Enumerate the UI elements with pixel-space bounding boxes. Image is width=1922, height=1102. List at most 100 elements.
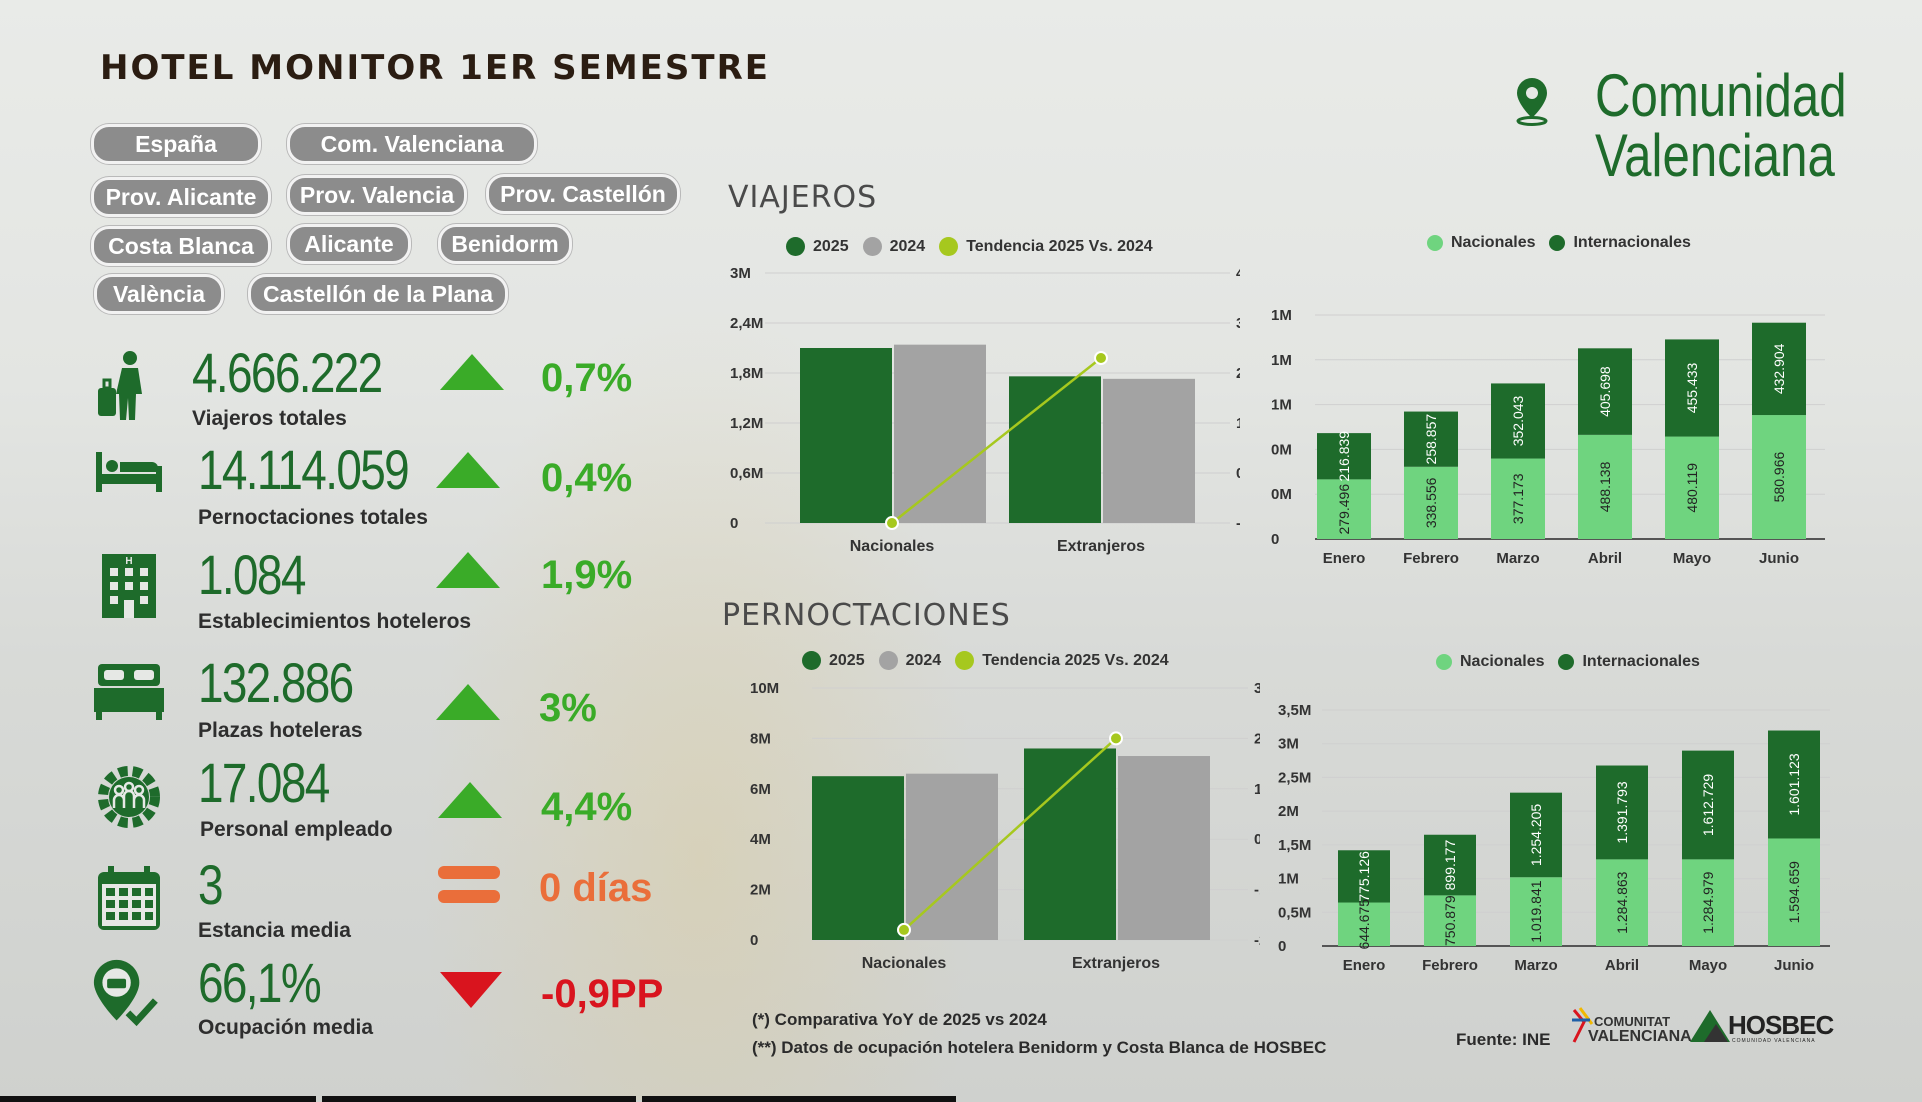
y2-tick-label: 2 xyxy=(1254,730,1260,747)
y-tick-label: 2M xyxy=(1278,803,1299,820)
y-tick-label: 1M xyxy=(1271,397,1292,414)
legend-label-2025: 2025 xyxy=(829,651,865,669)
y2-tick-label: 1 xyxy=(1236,415,1240,432)
trend-up-arrow xyxy=(438,782,502,818)
filter-espana[interactable]: España xyxy=(91,124,261,164)
legend-dot-nacionales xyxy=(1436,654,1452,670)
bar-internacionales xyxy=(1404,411,1458,467)
page-title: HOTEL MONITOR 1ER SEMESTRE xyxy=(100,48,770,88)
filter-prov-castellon[interactable]: Prov. Castellón xyxy=(486,174,680,214)
legend-viajeros-monthly: Nacionales Internacionales xyxy=(1413,234,1691,252)
x-tick-label: Extranjeros xyxy=(1072,955,1160,972)
hosbec-wordmark: HOSBEC xyxy=(1728,1010,1834,1040)
legend-dot-internacionales xyxy=(1558,654,1575,670)
y2-tick-label: 3 xyxy=(1254,680,1260,697)
data-label-internacionales: 352.043 xyxy=(1510,395,1526,446)
bar-nacionales xyxy=(1317,479,1371,539)
x-tick-label: Abril xyxy=(1588,550,1622,567)
bar-nacionales xyxy=(1596,859,1648,946)
data-label-nacionales: 279.496 xyxy=(1336,484,1352,535)
hosbec-logo: HOSBEC COMUNIDAD VALENCIANA xyxy=(1690,1006,1834,1050)
double-bed-icon xyxy=(94,664,164,720)
y-tick-label: 1M xyxy=(1278,871,1299,888)
x-tick-label: Marzo xyxy=(1514,957,1557,974)
bottom-tab-3[interactable] xyxy=(642,1096,956,1102)
y-tick-label: 0 xyxy=(1271,531,1279,548)
data-label-internacionales: 216.839 xyxy=(1336,431,1352,482)
logo1-line2: VALENCIANA xyxy=(1588,1028,1692,1045)
bar-nacionales xyxy=(1424,895,1476,946)
legend-label-2024: 2024 xyxy=(905,651,942,669)
data-label-nacionales: 338.556 xyxy=(1423,477,1439,528)
kpi-estancia-value: 3 xyxy=(198,853,224,916)
y-tick-label: 1M xyxy=(1271,352,1292,369)
bar-internacionales xyxy=(1578,348,1632,435)
footnote-yoy: (*) Comparativa YoY de 2025 vs 2024 xyxy=(752,1010,1047,1029)
comunitat-valenciana-logo: COMUNITAT VALENCIANA xyxy=(1570,1006,1692,1050)
kpi-plazas-change: 3% xyxy=(539,686,597,730)
data-label-nacionales: 750.879 xyxy=(1442,895,1458,946)
filter-prov-valencia[interactable]: Prov. Valencia xyxy=(287,175,467,215)
y-tick-label: 10M xyxy=(750,680,779,697)
y2-tick-label: 2 xyxy=(1236,365,1240,382)
bar-internacionales xyxy=(1317,433,1371,480)
kpi-ocupacion-label: Ocupación media xyxy=(198,1016,374,1039)
data-label-internacionales: 432.904 xyxy=(1771,343,1787,394)
y-tick-label: 1,8M xyxy=(730,365,763,382)
traveler-icon xyxy=(98,351,142,420)
bar-internacionales xyxy=(1596,765,1648,860)
y-tick-label: 6M xyxy=(750,781,771,798)
y-tick-label: 0 xyxy=(750,932,758,949)
data-label-internacionales: 1.254.205 xyxy=(1528,804,1544,866)
legend-dot-trend xyxy=(939,237,959,256)
data-label-nacionales: 377.173 xyxy=(1510,473,1526,524)
legend-pernoctaciones-monthly: Nacionales Internacionales xyxy=(1422,653,1700,671)
chart-viajeros-yoy: 0 -1 0,6M 0 1,2M 1 1,8M 2 2,4M 3 3M 4 Nacionales Extr… xyxy=(730,265,1240,555)
filter-com-valenciana[interactable]: Com. Valenciana xyxy=(287,124,537,164)
data-label-internacionales: 405.698 xyxy=(1597,366,1613,417)
legend-dot-nacionales xyxy=(1427,235,1443,251)
bottom-tab-2[interactable] xyxy=(322,1096,636,1102)
bar-2024 xyxy=(906,773,998,940)
y-tick-label: 3M xyxy=(730,265,751,282)
bed-icon xyxy=(96,452,162,492)
filter-benidorm[interactable]: Benidorm xyxy=(438,224,572,264)
x-tick-label: Nacionales xyxy=(862,955,947,972)
data-label-internacionales: 455.433 xyxy=(1684,362,1700,413)
legend-pernoctaciones-yoy: 2025 2024 Tendencia 2025 Vs. 2024 xyxy=(788,651,1169,670)
filter-costa-blanca[interactable]: Costa Blanca xyxy=(91,226,271,266)
filter-valencia[interactable]: València xyxy=(94,274,224,314)
hosbec-subtitle: COMUNIDAD VALENCIANA xyxy=(1732,1038,1816,1044)
bar-2025 xyxy=(1009,376,1101,523)
filter-alicante[interactable]: Alicante xyxy=(287,224,411,264)
bar-internacionales xyxy=(1752,322,1806,416)
bar-internacionales xyxy=(1338,850,1390,903)
filter-castellon-de-la-plana[interactable]: Castellón de la Plana xyxy=(248,274,508,314)
x-tick-label: Extranjeros xyxy=(1057,538,1145,555)
legend-label-internacionales: Internacionales xyxy=(1573,234,1691,251)
trend-point xyxy=(1094,351,1108,365)
x-tick-label: Mayo xyxy=(1689,957,1727,974)
legend-dot-2024 xyxy=(878,651,898,670)
y2-tick-label: 0 xyxy=(1254,831,1260,848)
y2-tick-label: 3 xyxy=(1236,315,1240,332)
bar-internacionales xyxy=(1424,834,1476,896)
bar-2024 xyxy=(894,344,986,523)
y2-tick-label: 4 xyxy=(1236,265,1240,282)
bar-nacionales xyxy=(1768,838,1820,946)
legend-label-internacionales: Internacionales xyxy=(1582,653,1700,670)
legend-dot-trend xyxy=(955,651,975,670)
section-title-viajeros: VIAJEROS xyxy=(728,180,878,215)
bar-internacionales xyxy=(1768,730,1820,839)
kpi-plazas-value: 132.886 xyxy=(198,651,354,714)
bar-2025 xyxy=(812,776,904,940)
bottom-tab-1[interactable] xyxy=(0,1096,316,1102)
trend-up-arrow xyxy=(436,552,500,588)
filter-prov-alicante[interactable]: Prov. Alicante xyxy=(91,177,271,217)
bar-2024 xyxy=(1103,378,1195,523)
x-tick-label: Nacionales xyxy=(850,538,935,555)
region-title: Comunidad Valenciana xyxy=(1595,66,1847,186)
region-title-line: Comunidad xyxy=(1595,62,1847,129)
x-tick-label: Marzo xyxy=(1496,550,1539,567)
y2-tick-label: 0 xyxy=(1236,465,1240,482)
